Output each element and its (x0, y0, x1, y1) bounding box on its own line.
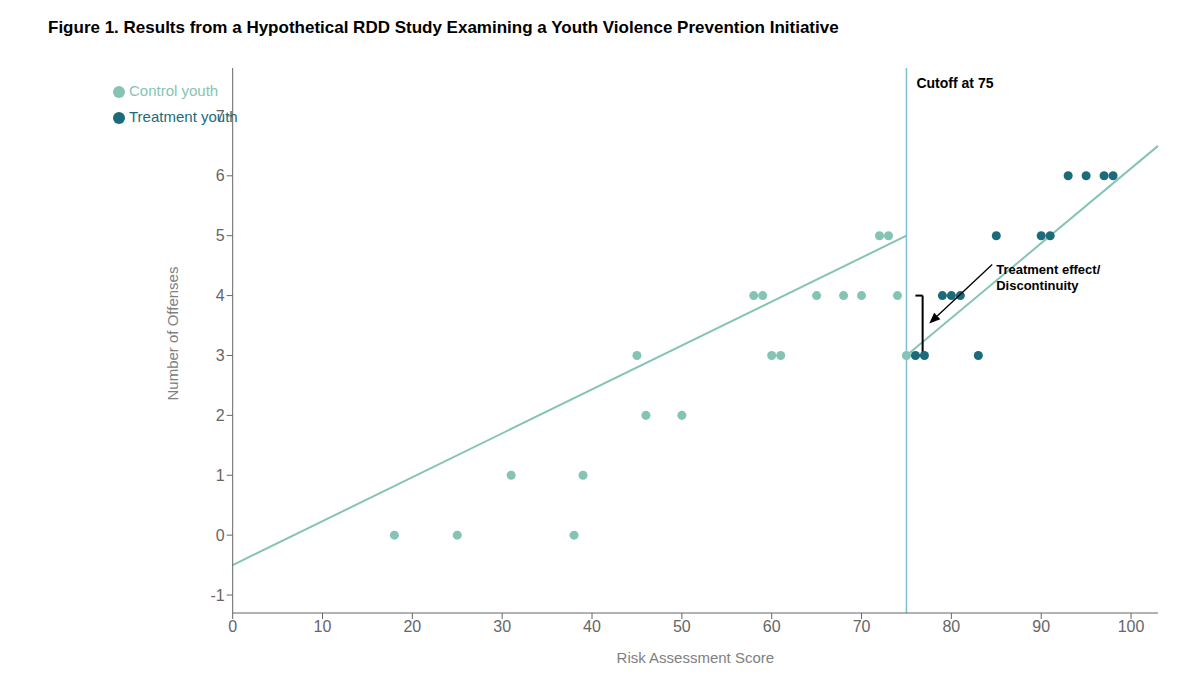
svg-text:Cutoff at 75: Cutoff at 75 (916, 75, 993, 91)
svg-text:0: 0 (228, 618, 237, 635)
svg-text:Risk Assessment Score: Risk Assessment Score (617, 649, 775, 666)
svg-text:3: 3 (216, 347, 225, 364)
svg-text:80: 80 (942, 618, 960, 635)
svg-text:Number of Offenses: Number of Offenses (164, 267, 181, 401)
svg-text:10: 10 (314, 618, 332, 635)
svg-text:50: 50 (673, 618, 691, 635)
svg-text:-1: -1 (210, 587, 224, 604)
svg-text:5: 5 (216, 227, 225, 244)
svg-text:1: 1 (216, 467, 225, 484)
svg-text:7: 7 (216, 108, 225, 125)
svg-text:0: 0 (216, 527, 225, 544)
svg-text:20: 20 (403, 618, 421, 635)
svg-text:Treatment effect/Discontinuity: Treatment effect/Discontinuity (996, 262, 1100, 293)
svg-text:30: 30 (493, 618, 511, 635)
svg-text:2: 2 (216, 407, 225, 424)
svg-text:60: 60 (763, 618, 781, 635)
svg-text:90: 90 (1032, 618, 1050, 635)
svg-text:100: 100 (1118, 618, 1145, 635)
svg-text:40: 40 (583, 618, 601, 635)
svg-text:4: 4 (216, 287, 225, 304)
svg-text:6: 6 (216, 167, 225, 184)
svg-text:70: 70 (853, 618, 871, 635)
